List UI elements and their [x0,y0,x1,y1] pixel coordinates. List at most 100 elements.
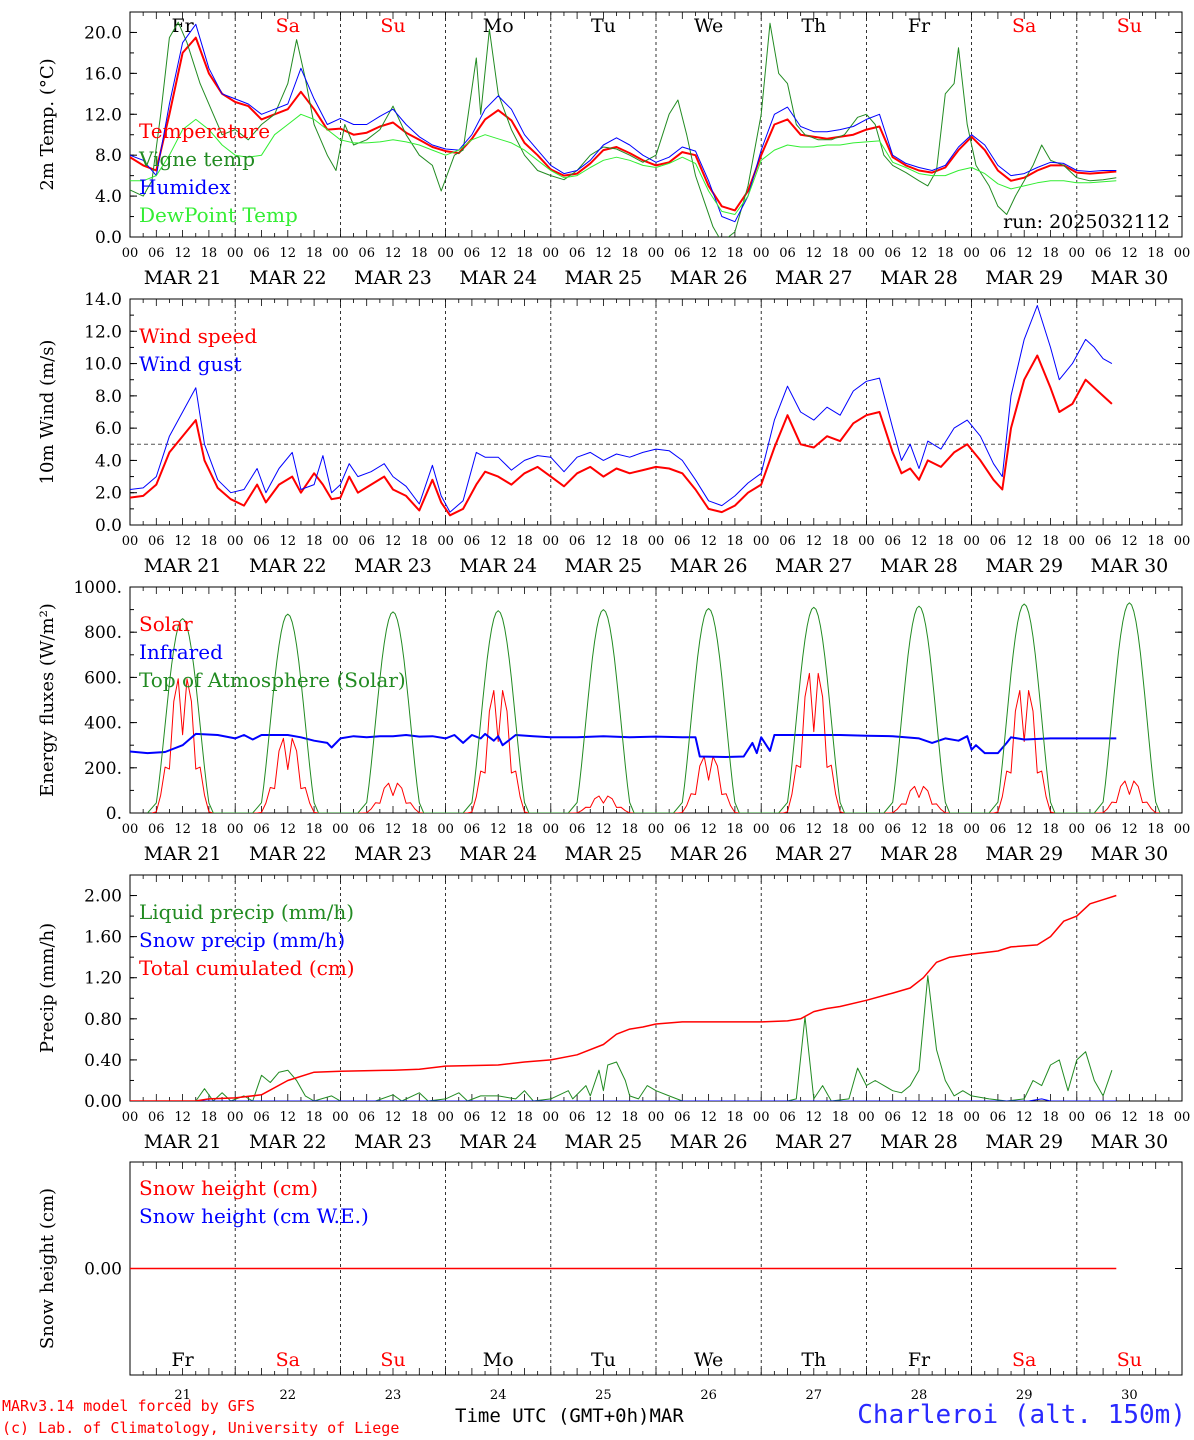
x-hour-label: 06 [253,246,270,261]
weekday-label: Sa [276,1349,300,1371]
y-tick-label: 0.80 [84,1010,122,1030]
x-day-label: MAR 28 [880,843,958,865]
day-number-label: 23 [385,1388,402,1403]
x-hour-label: 18 [516,822,533,837]
weekday-label: Sa [1012,1349,1036,1371]
series-line [130,1098,1117,1101]
x-day-label: MAR 29 [985,555,1063,577]
weekday-label: Su [1117,15,1142,37]
y-tick-label: 16.0 [84,64,122,84]
x-hour-label: 12 [280,246,297,261]
legend-entry: Wind gust [139,352,242,376]
legend-entry: Infrared [139,640,223,664]
y-tick-label: 0.00 [84,1260,122,1280]
x-hour-label: 00 [753,822,770,837]
x-hour-label: 00 [963,822,980,837]
x-hour-label: 18 [937,534,954,549]
x-hour-label: 06 [674,822,691,837]
x-hour-label: 06 [1095,534,1112,549]
x-hour-label: 00 [543,534,560,549]
x-hour-label: 00 [1174,822,1191,837]
y-tick-label: 12.0 [84,105,122,125]
x-hour-label: 12 [700,1110,717,1125]
x-hour-label: 12 [174,246,191,261]
y-tick-label: 0.40 [84,1051,122,1071]
x-day-label: MAR 22 [249,555,327,577]
x-hour-label: 00 [753,1110,770,1125]
weekday-label: Th [801,1349,826,1371]
x-hour-label: 00 [963,246,980,261]
x-day-label: MAR 27 [775,555,853,577]
weekday-label: Fr [908,1349,931,1371]
x-hour-label: 18 [621,822,638,837]
x-hour-label: 12 [385,246,402,261]
x-hour-label: 18 [621,1110,638,1125]
x-hour-label: 00 [1174,534,1191,549]
x-day-label: MAR 29 [985,267,1063,289]
x-hour-label: 18 [727,822,744,837]
x-hour-label: 06 [569,822,586,837]
x-hour-label: 00 [753,246,770,261]
x-day-label: MAR 22 [249,843,327,865]
x-hour-label: 18 [832,534,849,549]
x-hour-label: 18 [1042,534,1059,549]
x-hour-label: 18 [1042,822,1059,837]
x-hour-label: 18 [621,534,638,549]
weekday-label: We [694,15,723,37]
x-hour-label: 06 [990,1110,1007,1125]
day-number-label: 24 [490,1388,507,1403]
x-day-label: MAR 21 [144,1131,222,1153]
weekday-label: Tu [591,15,616,37]
x-hour-label: 12 [1121,534,1138,549]
weekday-label: Th [801,15,826,37]
day-number-label: 30 [1121,1388,1138,1403]
x-day-label: MAR 21 [144,267,222,289]
panel-precip: 0.00 0.40 0.80 1.20 1.60 2.00 Precip (mm/h) 00 0… [37,874,1190,1153]
series-line [130,894,1117,1101]
x-day-label: MAR 30 [1091,267,1169,289]
x-hour-label: 12 [1016,822,1033,837]
y-tick-label: 10.0 [84,355,122,375]
x-hour-label: 00 [1069,246,1086,261]
x-hour-label: 06 [674,1110,691,1125]
day-number-label: 22 [280,1388,297,1403]
x-hour-label: 06 [1095,246,1112,261]
panel-wind: 0.0 2.0 4.0 6.0 8.0 10.0 12.0 14.0 10m Wind (m/s… [37,290,1190,577]
x-hour-label: 00 [227,1110,244,1125]
x-hour-label: 00 [858,822,875,837]
x-day-label: MAR 23 [354,267,432,289]
x-day-label: MAR 21 [144,555,222,577]
x-hour-label: 06 [358,534,375,549]
panel-snow: 0.00 Snow height (cm) Fr Sa Su Mo Tu We Th Fr Sa Su… [37,1161,1183,1403]
x-hour-label: 06 [464,534,481,549]
x-hour-label: 00 [332,246,349,261]
y-tick-label: 0.00 [84,1092,122,1112]
legend-entry: Snow height (cm) [139,1176,318,1200]
x-hour-label: 06 [1095,1110,1112,1125]
x-hour-label: 00 [1069,822,1086,837]
x-hour-label: 06 [884,534,901,549]
series-line [147,602,1161,813]
x-hour-label: 00 [122,246,139,261]
model-credit: MARv3.14 model forced by GFS [2,1397,255,1415]
x-hour-label: 12 [595,246,612,261]
y-tick-label: 4.0 [95,451,122,471]
x-hour-label: 18 [937,822,954,837]
x-hour-label: 00 [858,1110,875,1125]
x-hour-label: 00 [437,822,454,837]
x-day-label: MAR 24 [459,267,537,289]
y-tick-label: 14.0 [84,290,122,310]
day-number-label: 28 [911,1388,928,1403]
series-line [130,354,1113,517]
weekday-label: Su [380,1349,405,1371]
x-hour-label: 12 [490,822,507,837]
x-hour-label: 12 [806,246,823,261]
y-tick-label: 400. [84,714,122,734]
x-hour-label: 00 [227,822,244,837]
y-tick-label: 20.0 [84,23,122,43]
x-hour-label: 12 [280,534,297,549]
weekday-label: Fr [171,15,194,37]
x-hour-label: 06 [253,1110,270,1125]
legend-entry: Total cumulated (cm) [139,956,355,980]
x-hour-label: 18 [201,822,218,837]
